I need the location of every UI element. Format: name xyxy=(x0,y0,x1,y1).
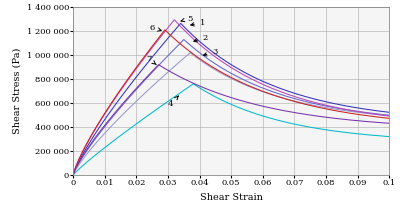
Text: 2: 2 xyxy=(194,34,208,42)
Text: 6: 6 xyxy=(149,24,161,32)
Text: 5: 5 xyxy=(181,14,192,22)
Text: 3: 3 xyxy=(203,48,218,56)
Text: 7: 7 xyxy=(146,55,156,65)
X-axis label: Shear Strain: Shear Strain xyxy=(200,193,263,202)
Text: 4: 4 xyxy=(168,96,178,108)
Text: 1: 1 xyxy=(191,19,205,27)
Y-axis label: Shear Stress (Pa): Shear Stress (Pa) xyxy=(12,48,21,134)
